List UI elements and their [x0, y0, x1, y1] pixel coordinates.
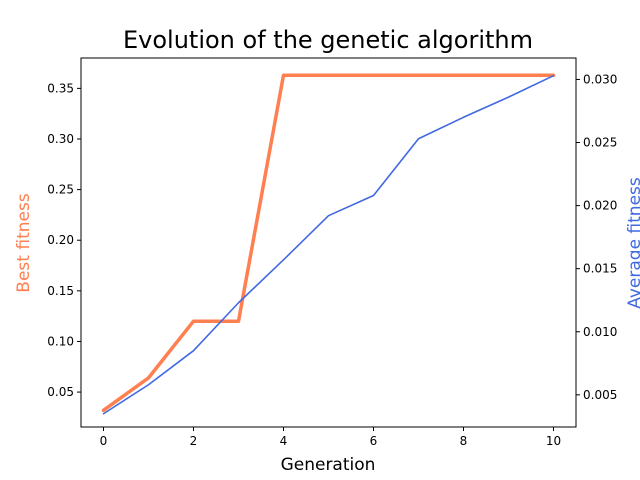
y-right-tick-label: 0.010 — [583, 325, 617, 339]
x-tick-label: 8 — [460, 434, 468, 448]
x-tick-label: 2 — [190, 434, 198, 448]
y-right-tick-label: 0.025 — [583, 136, 617, 150]
y-left-tick-label: 0.35 — [47, 81, 74, 95]
y-axis-left: 0.05 0.10 0.15 0.20 0.25 0.30 0.35 — [47, 81, 81, 399]
y-axis-left-title: Best fitness — [14, 193, 34, 293]
y-left-tick-label: 0.15 — [47, 284, 74, 298]
x-axis: 0 2 4 6 8 10 — [100, 427, 561, 448]
series-layer — [101, 73, 556, 415]
y-left-tick-label: 0.20 — [47, 233, 74, 247]
y-right-tick-label: 0.030 — [583, 72, 617, 86]
y-axis-right: 0.005 0.010 0.015 0.020 0.025 0.030 — [576, 72, 617, 402]
y-right-tick-label: 0.005 — [583, 388, 617, 402]
x-tick-label: 10 — [546, 434, 561, 448]
x-axis-title: Generation — [281, 455, 376, 475]
y-left-tick-label: 0.05 — [47, 385, 74, 399]
plot-frame — [80, 57, 577, 428]
y-right-tick-label: 0.020 — [583, 199, 617, 213]
y-left-tick-label: 0.25 — [47, 183, 74, 197]
y-left-tick-label: 0.10 — [47, 334, 74, 348]
y-axis-right-title: Average fitness — [625, 177, 640, 309]
x-tick-label: 4 — [280, 434, 288, 448]
x-tick-label: 6 — [370, 434, 378, 448]
x-tick-label: 0 — [100, 434, 108, 448]
y-right-tick-label: 0.015 — [583, 262, 617, 276]
chart-title: Evolution of the genetic algorithm — [123, 26, 533, 54]
average-fitness-line — [102, 74, 555, 415]
best-fitness-line — [101, 73, 556, 413]
y-left-tick-label: 0.30 — [47, 132, 74, 146]
